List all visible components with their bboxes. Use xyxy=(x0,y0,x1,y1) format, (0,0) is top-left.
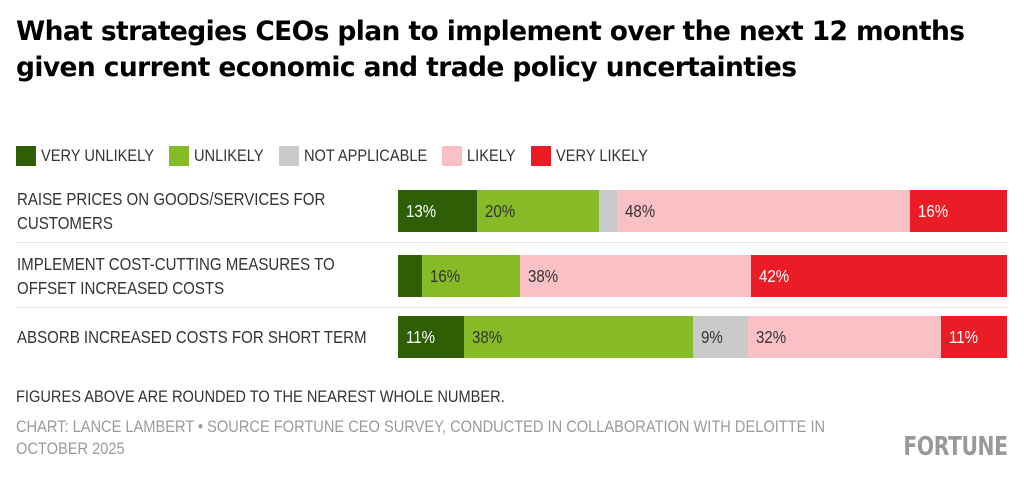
data-label: 42% xyxy=(759,266,790,286)
legend: VERY UNLIKELY UNLIKELY NOT APPLICABLE LIKEL… xyxy=(16,146,662,166)
bar-segment: 11% xyxy=(398,316,465,358)
bar-segment: 16% xyxy=(422,255,521,297)
data-label: 16% xyxy=(430,266,461,286)
legend-swatch xyxy=(169,146,190,166)
legend-item: UNLIKELY xyxy=(169,146,264,166)
bar-segment: 38% xyxy=(464,316,694,358)
row-label: IMPLEMENT COST-CUTTING MEASURES TO OFFSET… xyxy=(17,252,335,300)
bar-segment: 48% xyxy=(617,190,911,232)
legend-item: VERY LIKELY xyxy=(530,146,648,166)
credit-line: CHART: LANCE LAMBERT • SOURCE FORTUNE CE… xyxy=(16,417,826,458)
legend-swatch xyxy=(441,146,462,166)
legend-item: LIKELY xyxy=(441,146,516,166)
stacked-bar: 11% 38% 9% 32% 11% xyxy=(398,316,1008,358)
bar-segment: 16% xyxy=(909,190,1008,232)
chart-title: What strategies CEOs plan to implement o… xyxy=(16,16,965,83)
bar-segment xyxy=(398,255,423,297)
data-label: 11% xyxy=(948,327,978,347)
legend-label: LIKELY xyxy=(466,146,516,165)
data-label: 38% xyxy=(472,327,503,347)
fortune-logo: FORTUNE xyxy=(903,432,1009,462)
row-divider xyxy=(16,307,1007,308)
stacked-bar: 13% 20% 48% 16% xyxy=(398,190,1008,232)
bar-segment: 11% xyxy=(940,316,1008,358)
legend-swatch xyxy=(530,146,551,166)
legend-label: UNLIKELY xyxy=(194,146,264,165)
legend-label: NOT APPLICABLE xyxy=(303,146,427,165)
row-label-line: RAISE PRICES ON GOODS/SERVICES FOR xyxy=(17,189,326,209)
bar-segment: 20% xyxy=(477,190,600,232)
row-label-line: ABSORB INCREASED COSTS FOR SHORT TERM xyxy=(17,327,367,347)
data-label: 16% xyxy=(917,201,948,221)
data-label: 20% xyxy=(485,201,516,221)
data-label: 38% xyxy=(527,266,558,286)
legend-label: VERY LIKELY xyxy=(555,146,648,165)
row-label-line: IMPLEMENT COST-CUTTING MEASURES TO xyxy=(17,254,335,274)
legend-item: NOT APPLICABLE xyxy=(278,146,427,166)
bar-segment xyxy=(598,190,618,232)
row-label: ABSORB INCREASED COSTS FOR SHORT TERM xyxy=(17,325,367,349)
footnote: FIGURES ABOVE ARE ROUNDED TO THE NEAREST… xyxy=(16,387,505,406)
legend-swatch xyxy=(16,146,36,166)
row-divider xyxy=(16,242,1007,243)
stacked-bar: 16% 38% 42% xyxy=(398,255,1008,297)
data-label: 9% xyxy=(701,327,724,347)
data-label: 13% xyxy=(406,201,437,221)
bar-segment: 9% xyxy=(693,316,749,358)
legend-label: VERY UNLIKELY xyxy=(41,146,154,165)
row-label-line: OFFSET INCREASED COSTS xyxy=(17,278,225,298)
data-label: 32% xyxy=(755,327,786,347)
bar-segment: 32% xyxy=(747,316,942,358)
data-label: 48% xyxy=(625,201,656,221)
legend-item: VERY UNLIKELY xyxy=(16,146,154,166)
legend-swatch xyxy=(278,146,299,166)
row-label: RAISE PRICES ON GOODS/SERVICES FOR CUSTOM… xyxy=(17,187,325,235)
bar-segment: 13% xyxy=(398,190,478,232)
row-label-line: CUSTOMERS xyxy=(17,213,113,233)
bar-segment: 38% xyxy=(519,255,752,297)
data-label: 11% xyxy=(406,327,436,347)
bar-segment: 42% xyxy=(751,255,1008,297)
